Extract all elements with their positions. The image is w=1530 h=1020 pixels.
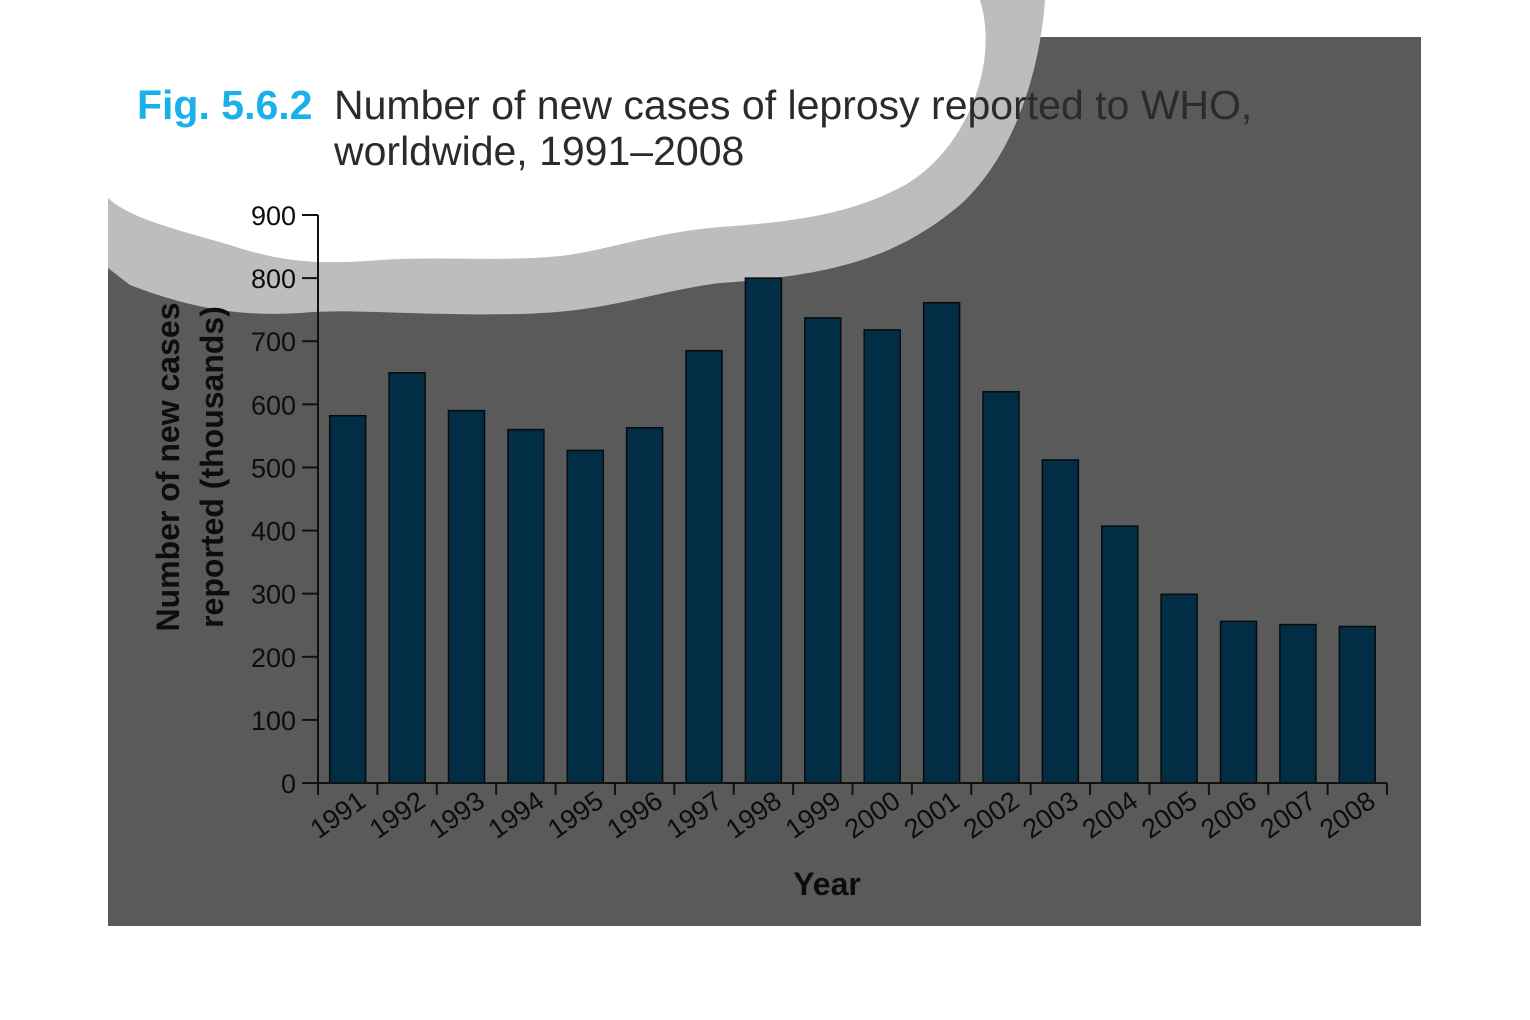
bar-2008	[1338, 625, 1377, 784]
y-tick-label: 700	[251, 327, 296, 357]
y-tick-labels: 0 100 200 300 400 500 600 700 800 900	[251, 201, 296, 799]
y-axis-title-line-2: reported (thousands)	[194, 306, 230, 628]
y-axis-title-line-1: Number of new cases	[150, 303, 186, 632]
y-tick-label: 200	[251, 643, 296, 673]
y-tick-label: 0	[281, 769, 296, 799]
white-paper-area	[0, 0, 986, 263]
bar-1991	[328, 414, 367, 784]
bar-1994	[507, 428, 545, 784]
bar-1995	[566, 449, 605, 784]
y-tick-label: 100	[251, 706, 296, 736]
y-tick-label: 400	[251, 517, 296, 547]
y-tick-label: 800	[251, 264, 296, 294]
y-tick-label: 600	[251, 390, 296, 420]
y-tick-label: 300	[251, 580, 296, 610]
bar-1999	[804, 317, 842, 784]
bar-2000	[863, 329, 901, 784]
bar-2004	[1101, 525, 1139, 784]
chart-title-line-2: worldwide, 1991–2008	[333, 128, 744, 174]
bar-2006	[1219, 620, 1258, 784]
y-tick-label: 900	[251, 201, 296, 231]
bar-2007	[1279, 623, 1317, 784]
bar-1998	[744, 277, 783, 784]
bar-1997	[685, 349, 723, 784]
figure-label: Fig. 5.6.2	[137, 82, 312, 128]
axes-group	[302, 214, 1388, 795]
x-axis-title: Year	[793, 866, 861, 902]
bar-2003	[1041, 459, 1080, 784]
y-tick-label: 500	[251, 453, 296, 483]
bar-2001	[922, 301, 961, 784]
chart-title-line-1: Number of new cases of leprosy reported …	[334, 82, 1252, 128]
bars-group	[328, 277, 1377, 784]
bar-2005	[1160, 593, 1198, 784]
bar-2002	[982, 390, 1020, 784]
bar-1993	[447, 409, 486, 784]
bar-1996	[625, 426, 664, 784]
bar-1992	[388, 372, 426, 784]
